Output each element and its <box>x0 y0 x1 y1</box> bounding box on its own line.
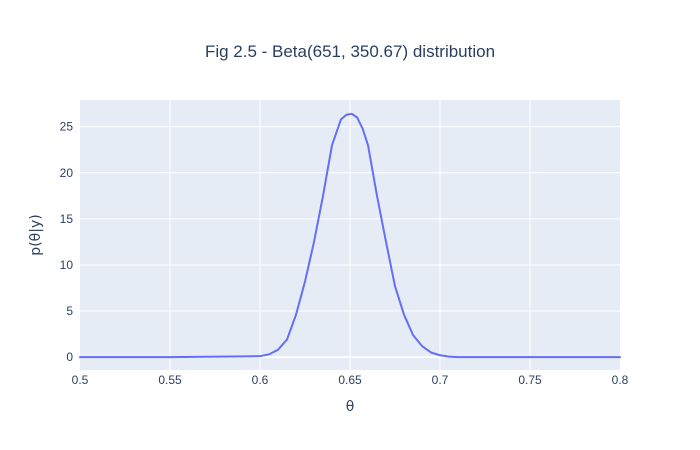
x-tick-label: 0.5 <box>72 373 89 387</box>
x-tick-label: 0.65 <box>338 373 362 387</box>
series-layer <box>79 112 621 359</box>
x-axis-title: θ <box>346 399 355 415</box>
x-tick-label: 0.6 <box>252 373 269 387</box>
x-tick-label: 0.55 <box>158 373 182 387</box>
y-tick-label: 15 <box>60 212 74 226</box>
y-axis-title: p(θ|y) <box>28 214 44 255</box>
y-tick-label: 20 <box>60 166 74 180</box>
series-line <box>79 112 621 359</box>
x-tick-label: 0.7 <box>432 373 449 387</box>
y-tick-label: 25 <box>60 120 74 134</box>
y-axis-ticks: 0 5 10 15 20 25 <box>60 120 74 364</box>
chart-title: Fig 2.5 - Beta(651, 350.67) distribution <box>205 42 495 61</box>
x-axis-ticks: 0.5 0.55 0.6 0.65 0.7 0.75 0.8 <box>72 373 629 387</box>
y-tick-label: 0 <box>66 350 73 364</box>
y-tick-label: 5 <box>66 304 73 318</box>
x-tick-label: 0.75 <box>518 373 542 387</box>
x-tick-label: 0.8 <box>612 373 629 387</box>
y-tick-label: 10 <box>60 258 74 272</box>
